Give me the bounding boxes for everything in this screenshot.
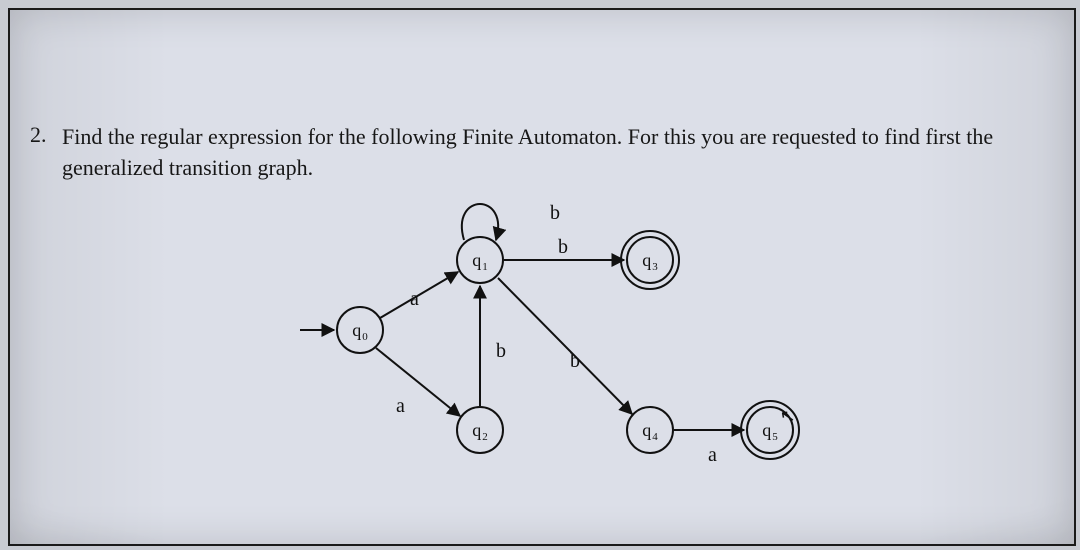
edge-label-q0-q1: a (410, 288, 419, 311)
node-q4-label: q4 (642, 420, 658, 441)
edge-label-q1-q3: b (558, 236, 568, 259)
node-q4: q4 (626, 406, 674, 454)
edge-q0-q1 (380, 272, 458, 318)
node-q1: q1 (456, 236, 504, 284)
edge-q0-q2 (376, 348, 460, 416)
edge-q1-q4 (498, 278, 632, 414)
edge-label-q1-q4: b (570, 350, 580, 373)
edge-label-q0-q2: a (396, 395, 405, 418)
edge-q1-self-loop (462, 204, 498, 240)
node-q2-label: q2 (472, 420, 488, 441)
node-q0: q0 (336, 306, 384, 354)
node-q2: q2 (456, 406, 504, 454)
automaton-diagram: q0 q1 q2 q3 q4 q5 (310, 200, 830, 500)
node-q3-accept-ring (620, 230, 680, 290)
question-number: 2. (30, 122, 47, 148)
edge-label-q2-q1: b (496, 340, 506, 363)
node-q1-label: q1 (472, 250, 488, 271)
edge-label-q4-q5: a (708, 444, 717, 467)
edge-label-q1-self: b (550, 202, 560, 225)
photo-frame: 2. Find the regular expression for the f… (8, 8, 1076, 546)
question-text: Find the regular expression for the foll… (62, 122, 1022, 184)
node-q0-label: q0 (352, 320, 368, 341)
